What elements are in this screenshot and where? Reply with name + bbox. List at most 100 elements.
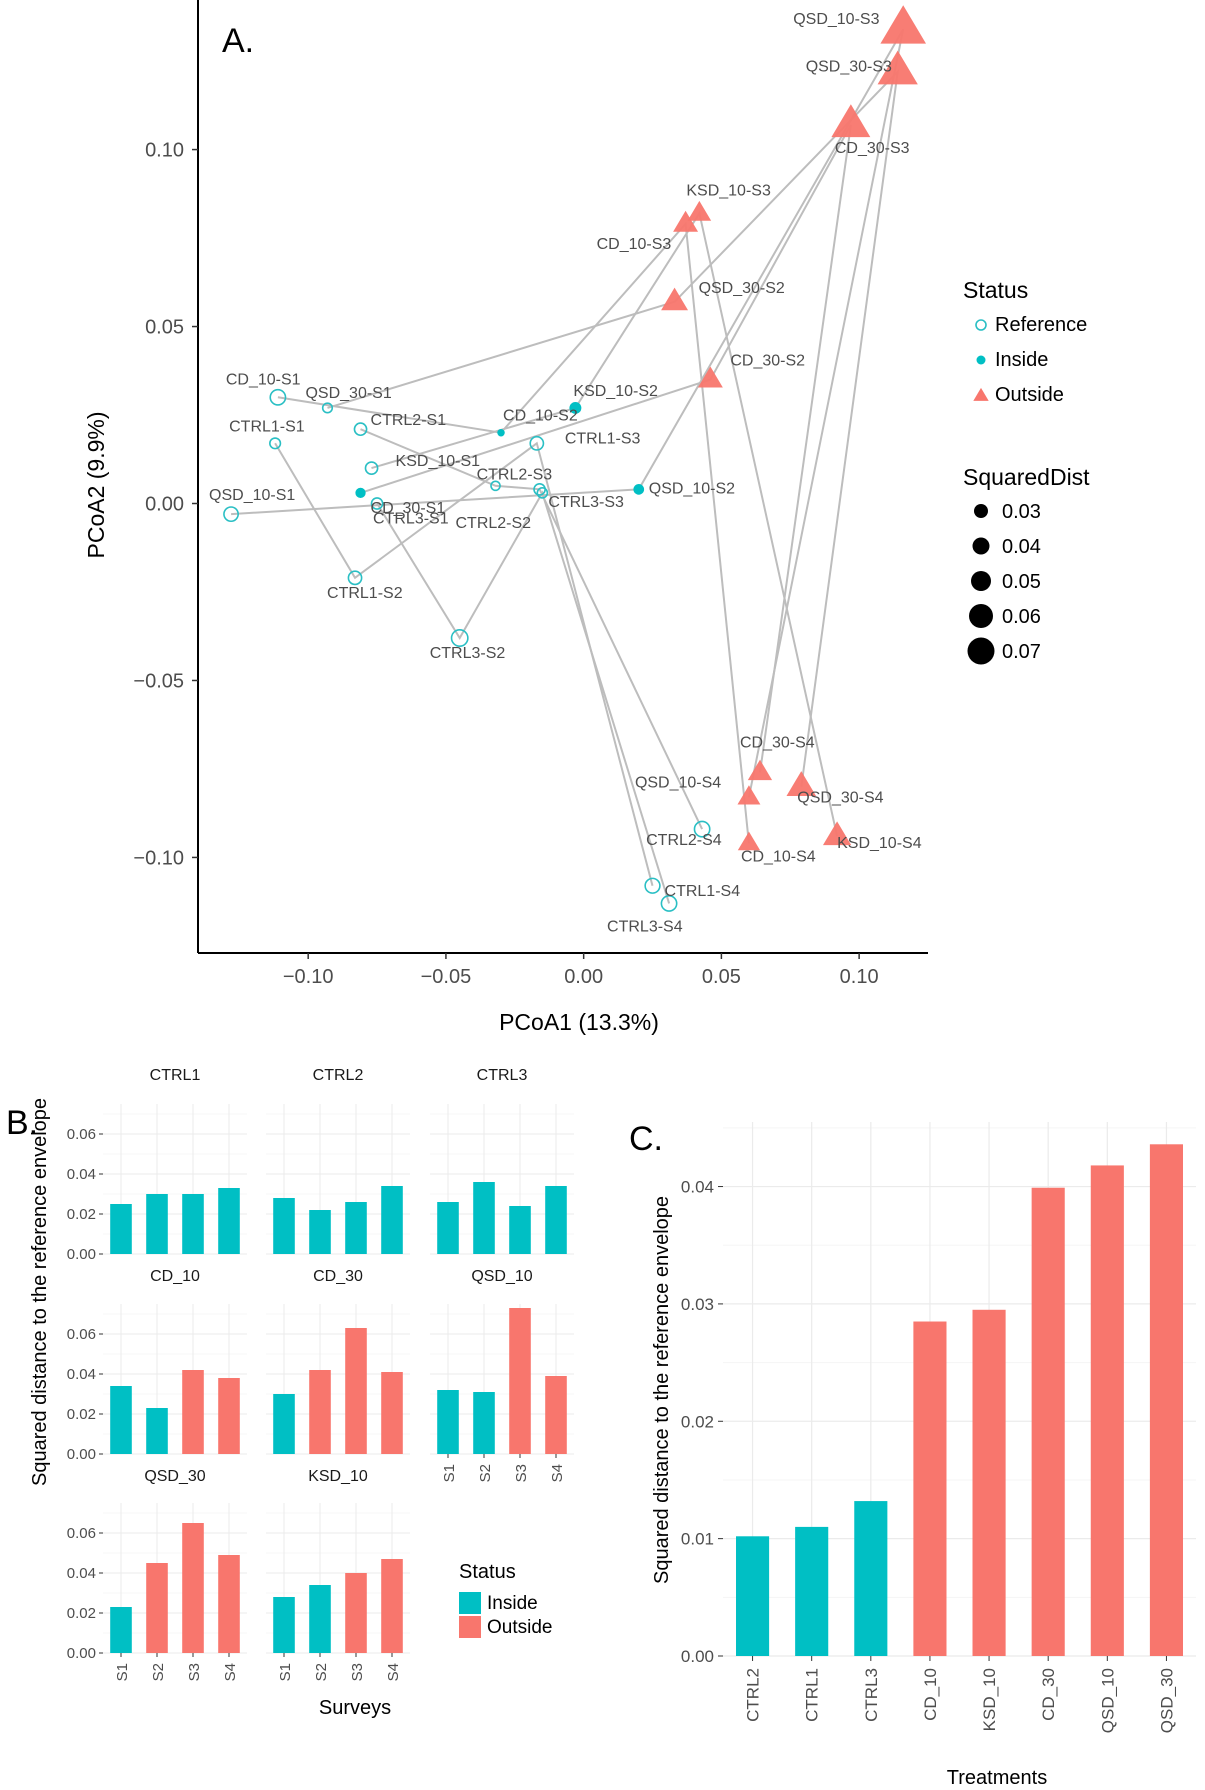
y-tick-label: 0.04 — [67, 1166, 96, 1183]
panel-b-faceted-bars: B. CTRL1 0.00 0.02 0.04 0.06 CTRL2 CTRL3 CD_10 0… — [6, 1067, 574, 1719]
label-qsd-30-s2: QSD_30-S2 — [699, 280, 785, 297]
x-tick-label: QSD_30 — [1157, 1668, 1176, 1733]
facet-title: CD_30 — [313, 1268, 363, 1285]
y-tick-label: 0.10 — [145, 140, 184, 162]
facet-qsd-30: QSD_30 0.00 0.02 0.04 0.06 S1 S2 S3 S4 — [67, 1468, 247, 1681]
bar-ksd-10-s4 — [381, 1559, 403, 1653]
legend-size-label: 0.05 — [1002, 571, 1041, 593]
y-tick-label: 0.06 — [67, 1326, 96, 1343]
bar-qsd-10-s2 — [473, 1392, 495, 1454]
label-cd-10-s1: CD_10-S1 — [226, 371, 301, 388]
legend-inside-label: Inside — [487, 1593, 538, 1614]
x-tick-label: CTRL3 — [862, 1668, 881, 1722]
point-ctrl2-s4 — [693, 820, 711, 838]
x-tick-label: QSD_10 — [1098, 1668, 1117, 1733]
point-cd-10-s3 — [673, 210, 699, 232]
bar-ctrl2-s1 — [273, 1198, 295, 1254]
x-tick-label: 0.05 — [702, 966, 741, 988]
x-tick-label: CTRL1 — [803, 1668, 822, 1722]
bar-cd-10 — [913, 1321, 947, 1656]
bar-ksd-10-s1 — [273, 1597, 295, 1653]
bar-qsd-10-s4 — [545, 1376, 567, 1454]
label-cd-30-s2: CD_30-S2 — [730, 353, 805, 370]
y-tick-label: 0.02 — [681, 1412, 714, 1431]
x-tick-label: −0.05 — [421, 966, 472, 988]
x-tick-label: KSD_10 — [980, 1668, 999, 1731]
bar-cd-30-s4 — [381, 1372, 403, 1454]
legend-reference-key — [975, 319, 987, 331]
label-cd-10-s3: CD_10-S3 — [597, 236, 672, 253]
bar-cd-30-s1 — [273, 1394, 295, 1454]
point-cd-10-s2 — [497, 428, 505, 437]
point-qsd-10-s1 — [223, 506, 239, 523]
bar-qsd-30-s3 — [182, 1523, 204, 1653]
bar-ksd-10 — [972, 1309, 1006, 1656]
point-ctrl2-s2 — [490, 480, 501, 492]
y-tick-label: 0.00 — [67, 1446, 96, 1463]
point-ctrl1-s2 — [347, 570, 363, 586]
x-tick-label: CD_10 — [921, 1668, 940, 1721]
x-tick-label: S2 — [150, 1663, 167, 1681]
y-tick-label: 0.05 — [145, 317, 184, 339]
bar-qsd-30-s4 — [218, 1555, 240, 1653]
label-qsd-30-s4: QSD_30-S4 — [797, 790, 883, 807]
x-tick-label: S4 — [549, 1464, 566, 1482]
x-tick-label: S3 — [349, 1663, 366, 1681]
trajectory-ctrl2 — [360, 428, 704, 830]
bar-ctrl2-s4 — [381, 1186, 403, 1254]
legend-size-label: 0.04 — [1002, 536, 1041, 558]
x-tick-label: −0.10 — [283, 966, 334, 988]
panel-b-x-axis-label: Surveys — [319, 1697, 391, 1719]
label-ksd-10-s3: KSD_10-S3 — [686, 182, 771, 199]
pcoa-axes: −0.10 −0.05 0.00 0.05 0.10 −0.10 −0.05 0.00 0.05… — [133, 0, 928, 988]
point-qsd-30-s3 — [877, 50, 918, 85]
bar-ctrl1 — [795, 1526, 829, 1656]
bar-ctrl3-s4 — [545, 1186, 567, 1254]
panel-label-b: B. — [6, 1104, 38, 1142]
legend-inside-key — [459, 1592, 481, 1614]
label-cd-30-s4: CD_30-S4 — [740, 734, 815, 751]
point-cd-10-s4 — [737, 831, 761, 851]
legend-size-label: 0.07 — [1002, 641, 1041, 663]
panel-b-legend-title: Status — [459, 1561, 516, 1583]
label-qsd-30-s3: QSD_30-S3 — [806, 59, 892, 76]
point-qsd-10-s2 — [633, 483, 645, 495]
label-ctrl3-s4: CTRL3-S4 — [607, 918, 683, 935]
point-qsd-10-s4 — [737, 785, 761, 805]
x-tick-label: S1 — [441, 1464, 458, 1482]
x-tick-label: CTRL2 — [744, 1668, 763, 1722]
point-ksd-10-s4 — [822, 821, 852, 846]
label-ctrl1-s4: CTRL1-S4 — [665, 883, 741, 900]
pcoa-x-axis-label: PCoA1 (13.3%) — [499, 1009, 659, 1035]
bar-ctrl1-s4 — [218, 1188, 240, 1254]
bar-qsd-30 — [1149, 1144, 1183, 1656]
y-tick-label: 0.02 — [67, 1605, 96, 1622]
y-tick-label: 0.06 — [67, 1525, 96, 1542]
y-tick-label: 0.02 — [67, 1406, 96, 1423]
label-cd-30-s3: CD_30-S3 — [835, 140, 910, 157]
bar-qsd-30-s1 — [110, 1607, 132, 1653]
y-tick-label: 0.02 — [67, 1206, 96, 1223]
x-tick-label: S2 — [477, 1464, 494, 1482]
bar-cd-10-s1 — [110, 1386, 132, 1454]
legend-inside-key — [976, 355, 986, 365]
point-cd-30-s3 — [831, 104, 871, 138]
bar-ctrl3-s1 — [437, 1202, 459, 1254]
bar-cd-30-s3 — [345, 1328, 367, 1454]
panel-b-y-axis-label: Squared distance to the reference envelo… — [29, 1098, 51, 1486]
legend-status-label: Inside — [995, 349, 1048, 371]
point-cd-10-s1 — [269, 388, 287, 406]
x-tick-label: CD_30 — [1039, 1668, 1058, 1721]
facet-title: QSD_10 — [471, 1268, 532, 1285]
point-cd-30-s2 — [697, 366, 723, 388]
legend-size-key — [972, 537, 990, 555]
facet-ksd-10: KSD_10 S1 S2 S3 S4 — [266, 1468, 410, 1681]
label-ctrl2-s2: CTRL2-S2 — [456, 515, 532, 532]
pcoa-y-axis-label: PCoA2 (9.9%) — [83, 411, 109, 558]
label-ctrl3-s1: CTRL3-S1 — [373, 511, 449, 528]
trajectory-lines — [231, 28, 905, 904]
point-ctrl3-s2 — [450, 629, 469, 647]
panel-c-x-axis-label: Treatments — [947, 1767, 1047, 1789]
x-tick-label: S4 — [222, 1663, 239, 1681]
